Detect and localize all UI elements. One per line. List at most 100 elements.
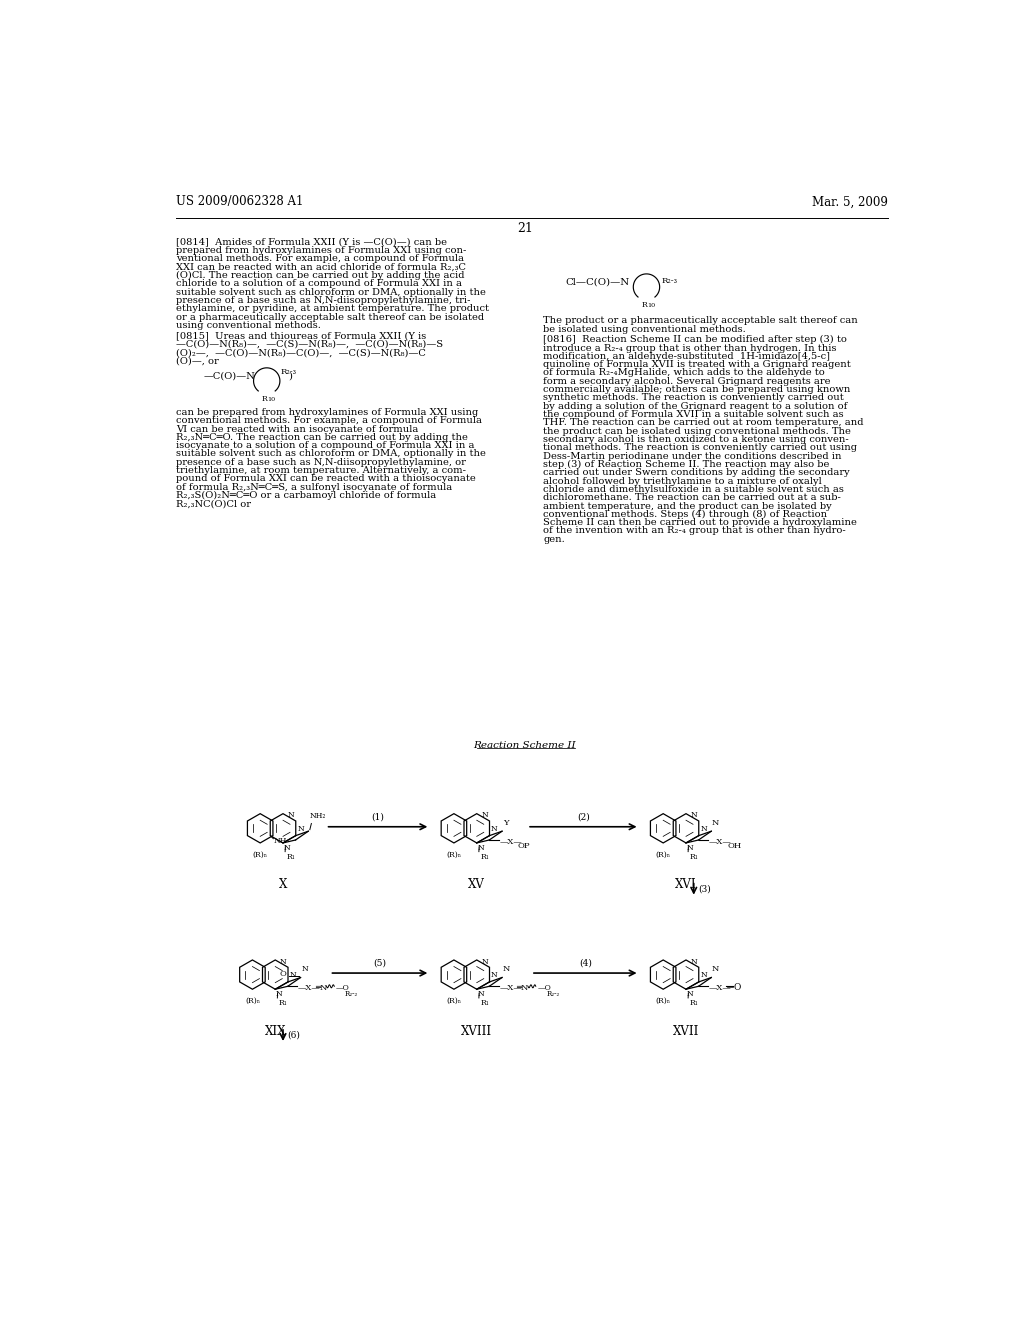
Text: (R)ₙ: (R)ₙ [446,997,462,1005]
Text: N: N [712,965,720,973]
Text: Mar. 5, 2009: Mar. 5, 2009 [812,195,888,209]
Text: gen.: gen. [544,535,565,544]
Text: (R)ₙ: (R)ₙ [253,850,267,858]
Text: introduce a R₂-₄ group that is other than hydrogen. In this: introduce a R₂-₄ group that is other tha… [544,343,837,352]
Text: The product or a pharmaceutically acceptable salt thereof can: The product or a pharmaceutically accept… [544,317,858,325]
Text: of formula R₂-₄MgHalide, which adds to the aldehyde to: of formula R₂-₄MgHalide, which adds to t… [544,368,825,378]
Text: (3): (3) [698,884,711,894]
Text: (R)ₙ: (R)ₙ [446,850,462,858]
Text: conventional methods. For example, a compound of Formula: conventional methods. For example, a com… [176,416,482,425]
Text: R: R [642,301,647,309]
Text: Scheme II can then be carried out to provide a hydroxylamine: Scheme II can then be carried out to pro… [544,519,857,527]
Text: secondary alcohol is then oxidized to a ketone using conven-: secondary alcohol is then oxidized to a … [544,436,849,444]
Text: US 2009/0062328 A1: US 2009/0062328 A1 [176,195,303,209]
Text: Reaction Scheme II: Reaction Scheme II [473,742,577,750]
Text: chloride and dimethylsulfoxide in a suitable solvent such as: chloride and dimethylsulfoxide in a suit… [544,484,844,494]
Text: N: N [700,825,707,833]
Text: 10: 10 [267,397,275,403]
Text: —O: —O [336,983,349,991]
Text: N: N [687,990,693,998]
Text: R₂,₃N═C═O. The reaction can be carried out by adding the: R₂,₃N═C═O. The reaction can be carried o… [176,433,468,442]
Text: can be prepared from hydroxylamines of Formula XXI using: can be prepared from hydroxylamines of F… [176,408,478,417]
Text: R₁: R₁ [480,853,489,861]
Text: ethylamine, or pyridine, at ambient temperature. The product: ethylamine, or pyridine, at ambient temp… [176,304,489,313]
Text: (R)ₙ: (R)ₙ [245,997,260,1005]
Text: XVIII: XVIII [461,1024,493,1038]
Text: ): ) [289,372,293,380]
Text: suitable solvent such as chloroform or DMA, optionally in the: suitable solvent such as chloroform or D… [176,288,486,297]
Text: carried out under Swern conditions by adding the secondary: carried out under Swern conditions by ad… [544,469,850,478]
Text: Y: Y [503,818,509,826]
Text: N: N [712,818,720,826]
Text: commercially available; others can be prepared using known: commercially available; others can be pr… [544,385,851,395]
Text: R₁: R₁ [690,853,698,861]
Text: —C(O)—N(R₈)—,  —C(S)—N(R₈)—,  —C(O)—N(R₈)—S: —C(O)—N(R₈)—, —C(S)—N(R₈)—, —C(O)—N(R₈)—… [176,339,443,348]
Text: (R)ₙ: (R)ₙ [655,850,671,858]
Text: 21: 21 [517,222,532,235]
Text: N: N [690,958,697,966]
Text: —X—: —X— [500,838,522,846]
Text: alcohol followed by triethylamine to a mixture of oxalyl: alcohol followed by triethylamine to a m… [544,477,822,486]
Text: R₂-₂: R₂-₂ [345,990,358,998]
Text: N: N [503,965,510,973]
Text: XIX: XIX [264,1024,286,1038]
Text: isocyanate to a solution of a compound of Formula XXI in a: isocyanate to a solution of a compound o… [176,441,474,450]
Text: by adding a solution of the Grignard reagent to a solution of: by adding a solution of the Grignard rea… [544,401,848,411]
Text: [0815]  Ureas and thioureas of Formula XXII (Y is: [0815] Ureas and thioureas of Formula XX… [176,331,426,341]
Text: ═N: ═N [315,983,328,993]
Text: O: O [280,970,287,978]
Text: (2): (2) [577,812,590,821]
Text: using conventional methods.: using conventional methods. [176,321,321,330]
Text: OH: OH [727,842,741,850]
Text: R: R [262,395,268,403]
Text: XXI can be reacted with an acid chloride of formula R₂,₃C: XXI can be reacted with an acid chloride… [176,263,466,272]
Text: —O: —O [538,983,551,991]
Text: XVI: XVI [675,878,696,891]
Text: NH₂: NH₂ [310,812,327,821]
Text: ambient temperature, and the product can be isolated by: ambient temperature, and the product can… [544,502,833,511]
Text: —X—: —X— [298,983,321,993]
Text: R₁: R₁ [480,999,489,1007]
Text: R₂-₃: R₂-₃ [662,277,677,285]
Text: OP: OP [518,842,530,850]
Text: or a pharmaceutically acceptable salt thereof can be isolated: or a pharmaceutically acceptable salt th… [176,313,484,322]
Text: N: N [284,843,291,851]
Text: dichloromethane. The reaction can be carried out at a sub-: dichloromethane. The reaction can be car… [544,494,842,502]
Text: N: N [290,970,296,979]
Text: quinoline of Formula XVII is treated with a Grignard reagent: quinoline of Formula XVII is treated wit… [544,360,851,370]
Text: tional methods. The reaction is conveniently carried out using: tional methods. The reaction is convenie… [544,444,857,453]
Text: Dess-Martin periodinane under the conditions described in: Dess-Martin periodinane under the condit… [544,451,842,461]
Text: of the invention with an R₂-₄ group that is other than hydro-: of the invention with an R₂-₄ group that… [544,527,846,536]
Text: (4): (4) [579,958,592,968]
Text: [0816]  Reaction Scheme II can be modified after step (3) to: [0816] Reaction Scheme II can be modifie… [544,335,847,345]
Text: (1): (1) [372,812,384,821]
Text: N: N [492,970,498,979]
Text: (R)ₙ: (R)ₙ [655,997,671,1005]
Text: N: N [477,990,484,998]
Text: O: O [733,983,740,993]
Text: be isolated using conventional methods.: be isolated using conventional methods. [544,325,746,334]
Text: chloride to a solution of a compound of Formula XXI in a: chloride to a solution of a compound of … [176,280,462,288]
Text: ventional methods. For example, a compound of Formula: ventional methods. For example, a compou… [176,255,464,264]
Text: of formula R₂,₃N═C═S, a sulfonyl isocyanate of formula: of formula R₂,₃N═C═S, a sulfonyl isocyan… [176,483,453,492]
Text: Cl—C(O)—N: Cl—C(O)—N [565,277,630,286]
Text: suitable solvent such as chloroform or DMA, optionally in the: suitable solvent such as chloroform or D… [176,449,486,458]
Text: the product can be isolated using conventional methods. The: the product can be isolated using conven… [544,426,851,436]
Text: XVII: XVII [673,1024,699,1038]
Text: presence of a base such as N,N-diisopropylethylamine, or: presence of a base such as N,N-diisoprop… [176,458,466,467]
Text: R₁: R₁ [279,999,288,1007]
Text: (O)—, or: (O)—, or [176,356,219,366]
Text: 10: 10 [647,304,655,308]
Text: N: N [481,958,488,966]
Text: R₂,₃NC(O)Cl or: R₂,₃NC(O)Cl or [176,499,251,508]
Text: N: N [492,825,498,833]
Text: R₂-₃: R₂-₃ [281,368,297,376]
Text: the compound of Formula XVII in a suitable solvent such as: the compound of Formula XVII in a suitab… [544,411,844,418]
Text: conventional methods. Steps (4) through (8) of Reaction: conventional methods. Steps (4) through … [544,510,827,519]
Text: [0814]  Amides of Formula XXII (Y is —C(O)—) can be: [0814] Amides of Formula XXII (Y is —C(O… [176,238,447,247]
Text: THF. The reaction can be carried out at room temperature, and: THF. The reaction can be carried out at … [544,418,864,428]
Text: N: N [700,970,707,979]
Text: (6): (6) [288,1031,300,1040]
Text: triethylamine, at room temperature. Alternatively, a com-: triethylamine, at room temperature. Alte… [176,466,466,475]
Text: N: N [288,812,294,820]
